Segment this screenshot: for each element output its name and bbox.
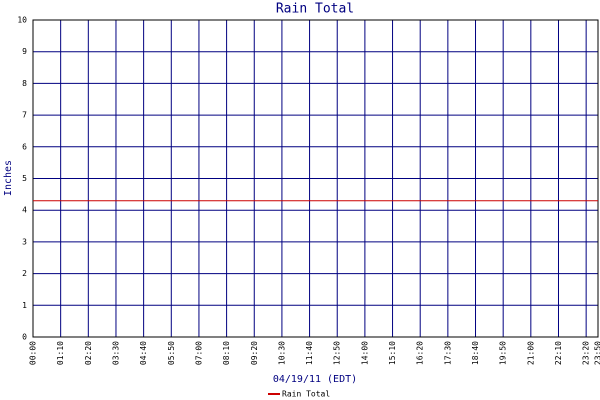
x-tick-label: 19:50 — [499, 341, 508, 365]
x-tick-label: 23:50 — [594, 341, 600, 365]
legend-label: Rain Total — [282, 390, 330, 399]
x-tick-label: 10:30 — [277, 341, 286, 365]
y-tick-label: 7 — [22, 111, 27, 120]
x-tick-label: 15:10 — [388, 341, 397, 365]
y-tick-label: 4 — [22, 206, 27, 215]
y-tick-label: 8 — [22, 79, 27, 88]
y-tick-label: 0 — [22, 333, 27, 342]
y-axis-label: Inches — [3, 160, 14, 196]
x-tick-label: 02:20 — [84, 341, 93, 365]
x-tick-label: 09:20 — [250, 341, 259, 365]
y-tick-label: 10 — [17, 16, 27, 25]
x-tick-label: 16:20 — [416, 341, 425, 365]
x-tick-label: 14:00 — [360, 341, 369, 365]
x-tick-label: 05:50 — [167, 341, 176, 365]
x-tick-label: 23:20 — [582, 341, 591, 365]
x-tick-label: 12:50 — [333, 341, 342, 365]
y-tick-label: 2 — [22, 269, 27, 278]
x-tick-label: 18:40 — [471, 341, 480, 365]
x-tick-label: 00:00 — [29, 341, 38, 365]
y-tick-label: 5 — [22, 174, 27, 183]
y-tick-label: 9 — [22, 47, 27, 56]
x-tick-label: 21:00 — [526, 341, 535, 365]
x-tick-label: 08:10 — [222, 341, 231, 365]
x-tick-label: 04:40 — [139, 341, 148, 365]
x-tick-label: 22:10 — [554, 341, 563, 365]
chart-title: Rain Total — [276, 2, 354, 17]
x-tick-label: 11:40 — [305, 341, 314, 365]
x-tick-label: 17:30 — [443, 341, 452, 365]
x-tick-label: 01:10 — [56, 341, 65, 365]
y-tick-label: 6 — [22, 142, 27, 151]
y-tick-label: 3 — [22, 237, 27, 246]
y-tick-label: 1 — [22, 301, 27, 310]
x-axis-label: 04/19/11 (EDT) — [273, 374, 357, 385]
x-tick-label: 07:00 — [194, 341, 203, 365]
plot-border — [32, 19, 599, 338]
x-tick-label: 03:30 — [111, 341, 120, 365]
